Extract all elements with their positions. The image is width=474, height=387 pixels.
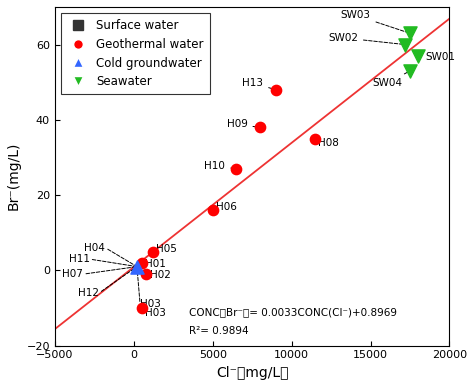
Point [138, 260, 146, 266]
Text: CONC（Br⁻）= 0.0033CONC(Cl⁻)+0.8969: CONC（Br⁻）= 0.0033CONC(Cl⁻)+0.8969 [189, 308, 397, 317]
Point [133, 264, 141, 270]
Point [233, 166, 240, 172]
Text: H03: H03 [142, 308, 166, 317]
Text: SW03: SW03 [340, 10, 407, 33]
Text: R²= 0.9894: R²= 0.9894 [189, 326, 249, 336]
Text: H05: H05 [153, 243, 177, 253]
Text: SW01: SW01 [418, 51, 456, 62]
Point [406, 68, 414, 74]
Text: H09: H09 [227, 119, 257, 129]
Text: H04: H04 [84, 243, 105, 253]
Text: H12: H12 [78, 288, 99, 298]
Point [149, 248, 156, 255]
Text: H01: H01 [142, 259, 166, 269]
Point [138, 305, 146, 311]
Text: H13: H13 [242, 78, 273, 89]
X-axis label: Cl⁻（mg/L）: Cl⁻（mg/L） [216, 366, 288, 380]
Text: H10: H10 [204, 161, 234, 171]
Point [143, 271, 150, 277]
Text: H11: H11 [69, 254, 90, 264]
Text: H02: H02 [146, 270, 171, 280]
Text: H03: H03 [140, 299, 161, 309]
Point [209, 207, 217, 213]
Point [406, 30, 414, 36]
Legend: Surface water, Geothermal water, Cold groundwater, Seawater: Surface water, Geothermal water, Cold gr… [61, 13, 210, 94]
Point [272, 87, 280, 93]
Text: SW02: SW02 [328, 33, 402, 44]
Point [256, 124, 264, 130]
Text: H08: H08 [315, 138, 339, 148]
Text: SW04: SW04 [372, 72, 408, 88]
Text: H07: H07 [63, 269, 83, 279]
Point [311, 135, 319, 142]
Point [401, 41, 409, 48]
Y-axis label: Br⁻(mg/L): Br⁻(mg/L) [7, 142, 21, 211]
Text: H06: H06 [213, 202, 237, 212]
Point [414, 53, 422, 59]
